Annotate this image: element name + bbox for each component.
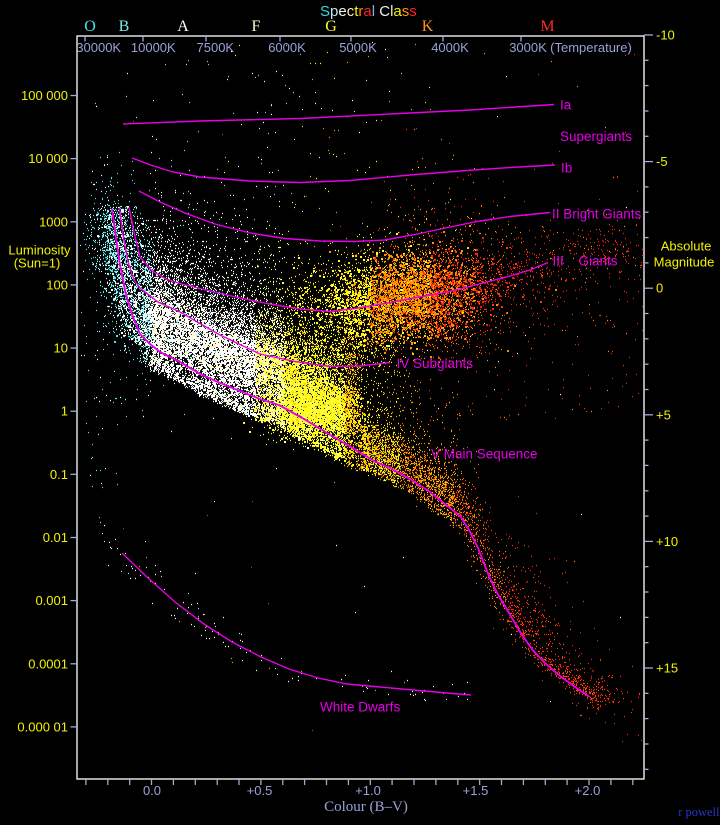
svg-text:(Temperature): (Temperature) [550, 40, 632, 55]
svg-text:1000: 1000 [39, 214, 68, 229]
svg-text:+5: +5 [656, 407, 671, 422]
svg-text:+15: +15 [656, 660, 678, 675]
svg-text:Luminosity: Luminosity [8, 243, 71, 258]
svg-text:B: B [119, 18, 130, 35]
svg-text:(Sun=1): (Sun=1) [14, 256, 61, 271]
svg-text:100 000: 100 000 [21, 88, 68, 103]
svg-text:10000K: 10000K [131, 40, 176, 55]
svg-text:+1.5: +1.5 [463, 783, 489, 798]
svg-text:4000K: 4000K [431, 40, 469, 55]
svg-text:V Main Sequence: V Main Sequence [431, 447, 538, 462]
svg-text:0.01: 0.01 [43, 530, 68, 545]
svg-text:Ia: Ia [560, 98, 572, 113]
svg-text:0.1: 0.1 [50, 467, 68, 482]
svg-text:M: M [540, 18, 554, 35]
svg-text:IV Subgiants: IV Subgiants [397, 356, 474, 371]
svg-text:+10: +10 [656, 534, 678, 549]
svg-text:Colour (B–V): Colour (B–V) [324, 799, 408, 815]
svg-text:Absolute: Absolute [661, 239, 712, 254]
svg-text:K: K [422, 18, 434, 35]
svg-text:0.0001: 0.0001 [28, 656, 68, 671]
svg-text:III: III [553, 254, 564, 269]
svg-text:-10: -10 [656, 28, 675, 43]
svg-text:1: 1 [61, 404, 68, 419]
svg-text:+0.5: +0.5 [247, 783, 273, 798]
svg-text:0.0: 0.0 [143, 783, 161, 798]
svg-text:r powell: r powell [678, 805, 720, 819]
svg-text:White Dwarfs: White Dwarfs [320, 700, 401, 715]
svg-text:5000K: 5000K [339, 40, 377, 55]
svg-text:Ib: Ib [561, 161, 572, 176]
svg-text:F: F [252, 18, 261, 35]
svg-text:10: 10 [54, 341, 68, 356]
svg-text:30000K: 30000K [76, 40, 121, 55]
svg-text:II Bright Giants: II Bright Giants [552, 206, 642, 221]
svg-text:-5: -5 [656, 154, 668, 169]
svg-text:0.001: 0.001 [35, 593, 68, 608]
svg-text:+2.0: +2.0 [575, 783, 601, 798]
svg-text:7500K: 7500K [197, 40, 235, 55]
svg-text:A: A [177, 18, 189, 35]
svg-text:+1.0: +1.0 [355, 783, 381, 798]
svg-text:Supergiants: Supergiants [560, 129, 632, 144]
svg-text:3000K: 3000K [509, 40, 547, 55]
svg-text:G: G [325, 18, 337, 35]
svg-text:Spectral Class: Spectral Class [320, 3, 417, 20]
svg-text:Magnitude: Magnitude [654, 255, 715, 270]
svg-text:10 000: 10 000 [28, 151, 68, 166]
svg-text:0.000 01: 0.000 01 [17, 719, 68, 734]
svg-text:100: 100 [46, 277, 68, 292]
svg-text:Giants: Giants [579, 254, 618, 269]
svg-text:0: 0 [656, 281, 663, 296]
svg-text:O: O [84, 18, 96, 35]
svg-text:6000K: 6000K [268, 40, 306, 55]
